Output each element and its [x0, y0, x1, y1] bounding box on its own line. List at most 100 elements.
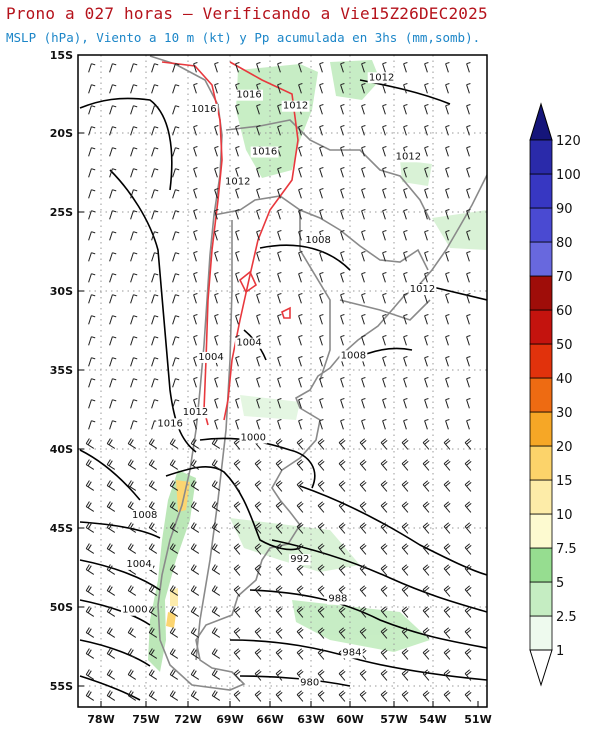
lon-label-72w: 72W: [174, 713, 201, 726]
wind-barb: [193, 167, 198, 178]
wind-barb: [382, 314, 387, 325]
wind-barb: [275, 480, 283, 492]
isobar-1000-pacific: [79, 559, 161, 591]
colorbar-box: [529, 513, 553, 549]
wind-barb: [85, 627, 95, 638]
wind-barb: [151, 378, 159, 388]
axis-ticks: [78, 54, 479, 707]
wind-barb: [296, 627, 304, 639]
wind-barb: [169, 627, 179, 638]
wind-barb: [130, 168, 138, 178]
wind-barb: [275, 564, 283, 576]
isobar-label: 992: [290, 554, 309, 565]
wind-barb: [211, 564, 221, 575]
isobar-label-background: [130, 509, 159, 521]
wind-barb: [340, 272, 345, 283]
lon-label-57w: 57W: [380, 713, 407, 726]
wind-barb: [169, 438, 179, 449]
wind-barb: [109, 336, 117, 346]
wind-barb: [464, 480, 472, 492]
isobar-label-background: [341, 647, 363, 659]
wind-barb: [214, 251, 219, 262]
wind-barb: [317, 648, 325, 660]
topo-contour-west: [161, 61, 223, 426]
wind-barb: [254, 585, 262, 597]
wind-barb: [296, 606, 304, 618]
wind-barb: [443, 459, 451, 471]
wind-barb: [256, 188, 261, 199]
colorbar-label-15: 15: [556, 474, 573, 489]
wind-barb: [466, 146, 471, 157]
wind-barb: [340, 419, 345, 430]
wind-barb: [296, 459, 304, 471]
wind-barb: [422, 690, 430, 702]
wind-barb: [233, 480, 241, 492]
wind-barb: [130, 273, 138, 283]
wind-barb: [88, 378, 96, 388]
wind-barb: [338, 627, 346, 639]
wind-barb: [151, 147, 159, 157]
wind-barb: [172, 147, 180, 157]
wind-barb: [172, 231, 180, 241]
wind-barb: [106, 669, 116, 680]
wind-barb: [361, 188, 366, 199]
wind-barb: [296, 585, 304, 597]
wind-barb: [340, 335, 345, 346]
wind-barb: [233, 564, 241, 576]
wind-barb: [190, 585, 200, 596]
wind-barb: [275, 501, 283, 513]
wind-barb: [319, 272, 324, 283]
wind-barb: [214, 188, 219, 199]
isobar-label-background: [235, 337, 263, 349]
wind-barb: [193, 62, 198, 73]
wind-barb: [214, 125, 219, 136]
wind-barb: [319, 83, 324, 94]
isobar-996-pacific: [79, 599, 151, 626]
topo-contour-east: [223, 61, 299, 421]
colorbar-label-2-5: 2.5: [556, 610, 577, 625]
isobar-label-background: [367, 72, 396, 84]
isobar-984: [229, 639, 487, 681]
wind-barb: [277, 314, 282, 325]
wind-barb: [109, 315, 117, 325]
wind-barb: [361, 167, 366, 178]
wind-barb: [422, 480, 430, 492]
colorbar-box: [529, 275, 553, 311]
colorbar-box: [529, 207, 553, 243]
wind-barb: [106, 480, 116, 491]
wind-barb: [466, 125, 471, 136]
wind-barb: [464, 501, 472, 513]
wind-barb: [235, 104, 240, 115]
isobar-contours: [79, 79, 487, 701]
wind-barb: [401, 459, 409, 471]
wind-barb: [88, 315, 96, 325]
colorbar-label-50: 50: [556, 338, 573, 353]
wind-barb: [361, 272, 366, 283]
wind-barb: [190, 543, 200, 554]
wind-barb: [464, 648, 472, 660]
wind-barb: [298, 251, 303, 262]
wind-barb: [193, 209, 198, 220]
wind-barb: [359, 606, 367, 618]
wind-barb: [317, 564, 325, 576]
wind-barb: [109, 168, 117, 178]
wind-barb: [85, 585, 95, 596]
wind-barb: [298, 146, 303, 157]
wind-barb: [275, 459, 283, 471]
wind-barb: [319, 188, 324, 199]
wind-barb: [151, 231, 159, 241]
wind-barb: [109, 63, 117, 73]
wind-barb: [106, 438, 116, 449]
wind-barb: [256, 293, 261, 304]
isobar-label-background: [120, 604, 149, 616]
wind-barb: [169, 480, 179, 491]
lon-label-75w: 75W: [132, 713, 159, 726]
wind-barb: [319, 335, 324, 346]
colorbar-box: [529, 581, 553, 617]
isobar-1008-chaco: [259, 244, 351, 271]
wind-barb: [319, 104, 324, 115]
wind-barb: [235, 272, 240, 283]
wind-barb: [256, 314, 261, 325]
wind-barb: [403, 419, 408, 430]
wind-barb: [233, 543, 241, 555]
